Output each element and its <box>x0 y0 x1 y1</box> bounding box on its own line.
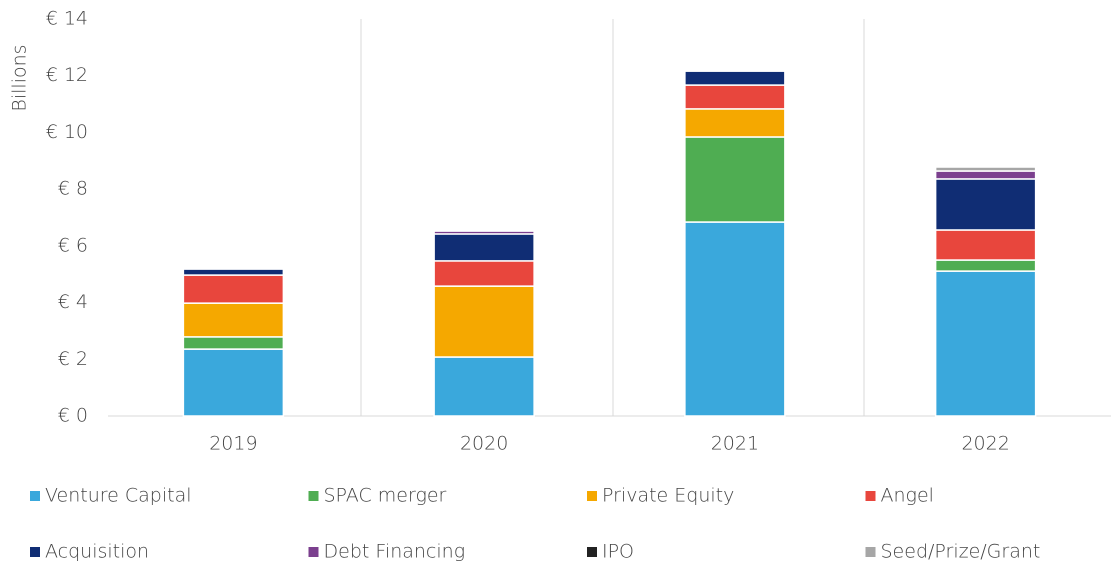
legend-label: Angel <box>881 485 934 507</box>
bar-segment <box>182 268 285 276</box>
bar-segment <box>684 70 786 86</box>
bar-segment <box>684 84 786 110</box>
bar-segment <box>433 233 535 262</box>
bar-segment <box>934 166 1037 172</box>
legend-swatch <box>865 491 876 501</box>
legend-swatch <box>587 547 597 557</box>
legend-swatch <box>30 547 40 557</box>
bar-segment <box>182 302 285 338</box>
legend-label: Private Equity <box>602 485 734 507</box>
y-tick-label: € 12 <box>46 64 88 86</box>
bar-segment <box>934 170 1037 180</box>
legend-swatch <box>865 547 876 557</box>
legend-label: IPO <box>602 541 634 563</box>
y-tick-label: € 4 <box>58 291 88 313</box>
bar-segment <box>433 356 535 417</box>
bar-segment <box>433 285 535 358</box>
bar-segment <box>684 108 786 138</box>
bar-segment <box>433 230 535 235</box>
legend-swatch <box>308 491 319 501</box>
bar-segment <box>934 270 1037 417</box>
y-tick-label: € 8 <box>58 178 88 200</box>
legend-label: SPAC merger <box>324 485 447 507</box>
bar-segment <box>433 260 535 287</box>
legend-swatch <box>308 547 319 557</box>
bar-segment <box>182 336 285 350</box>
legend-label: Acquisition <box>45 541 149 563</box>
bar-segment <box>684 221 786 417</box>
bar-segment <box>934 178 1037 231</box>
legend-swatch <box>587 491 597 501</box>
y-tick-label: € 10 <box>46 121 88 143</box>
x-tick-label: 2022 <box>961 433 1009 455</box>
legend-label: Debt Financing <box>324 541 466 563</box>
y-axis-label: Billions <box>9 44 31 111</box>
legend-label: Seed/Prize/Grant <box>881 541 1041 563</box>
y-tick-label: € 14 <box>46 8 88 30</box>
x-tick-label: 2021 <box>711 433 759 455</box>
y-tick-label: € 6 <box>58 234 88 256</box>
legend-label: Venture Capital <box>45 485 192 507</box>
bar-segment <box>182 348 285 417</box>
bar-segment <box>934 229 1037 261</box>
bar-segment <box>684 136 786 223</box>
bar-segment <box>934 259 1037 272</box>
x-tick-label: 2019 <box>209 433 257 455</box>
y-tick-label: € 0 <box>58 405 88 427</box>
x-tick-label: 2020 <box>460 433 508 455</box>
legend-swatch <box>30 491 40 501</box>
y-tick-label: € 2 <box>58 348 88 370</box>
bar-segment <box>182 274 285 304</box>
